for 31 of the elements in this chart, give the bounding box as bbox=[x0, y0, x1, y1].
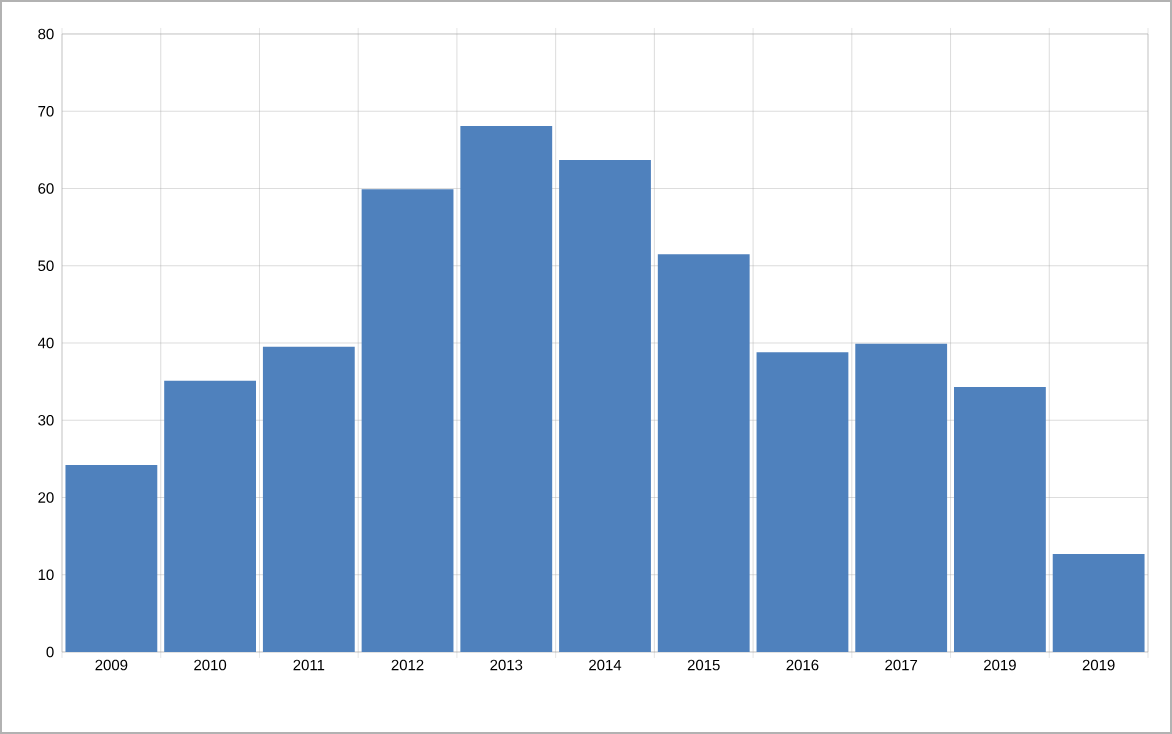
x-tick-label: 2016 bbox=[786, 659, 819, 671]
x-tick-label: 2019 bbox=[1082, 659, 1115, 671]
x-tick-label: 2019 bbox=[984, 659, 1016, 671]
y-tick-label: 70 bbox=[38, 105, 54, 117]
bar bbox=[460, 125, 553, 652]
bar bbox=[1052, 553, 1145, 652]
x-tick-label: 2012 bbox=[391, 659, 424, 671]
x-tick-label: 2015 bbox=[687, 659, 720, 671]
y-tick-label: 40 bbox=[37, 337, 54, 349]
bar bbox=[855, 343, 948, 652]
x-tick-label: 2017 bbox=[885, 659, 918, 671]
y-tick-label: 10 bbox=[38, 569, 54, 581]
y-tick-label: 80 bbox=[38, 28, 54, 40]
y-tick-label: 0 bbox=[46, 646, 54, 658]
x-tick-label: 2014 bbox=[589, 659, 622, 671]
x-tick-label: 2010 bbox=[194, 659, 227, 671]
bar bbox=[954, 387, 1046, 652]
bar bbox=[361, 189, 454, 652]
x-tick-label: 2013 bbox=[490, 659, 523, 671]
y-tick-label: 20 bbox=[38, 492, 54, 503]
bar bbox=[657, 254, 750, 652]
bar bbox=[65, 465, 158, 652]
bar bbox=[164, 380, 257, 652]
x-tick-label: 2009 bbox=[95, 659, 128, 671]
y-tick-label: 50 bbox=[38, 260, 54, 272]
bar bbox=[559, 159, 651, 652]
y-tick-label: 60 bbox=[38, 183, 54, 194]
y-tick-label: 30 bbox=[38, 414, 54, 426]
bar bbox=[756, 352, 849, 652]
bar bbox=[262, 346, 355, 652]
x-tick-label: 2011 bbox=[293, 659, 325, 671]
